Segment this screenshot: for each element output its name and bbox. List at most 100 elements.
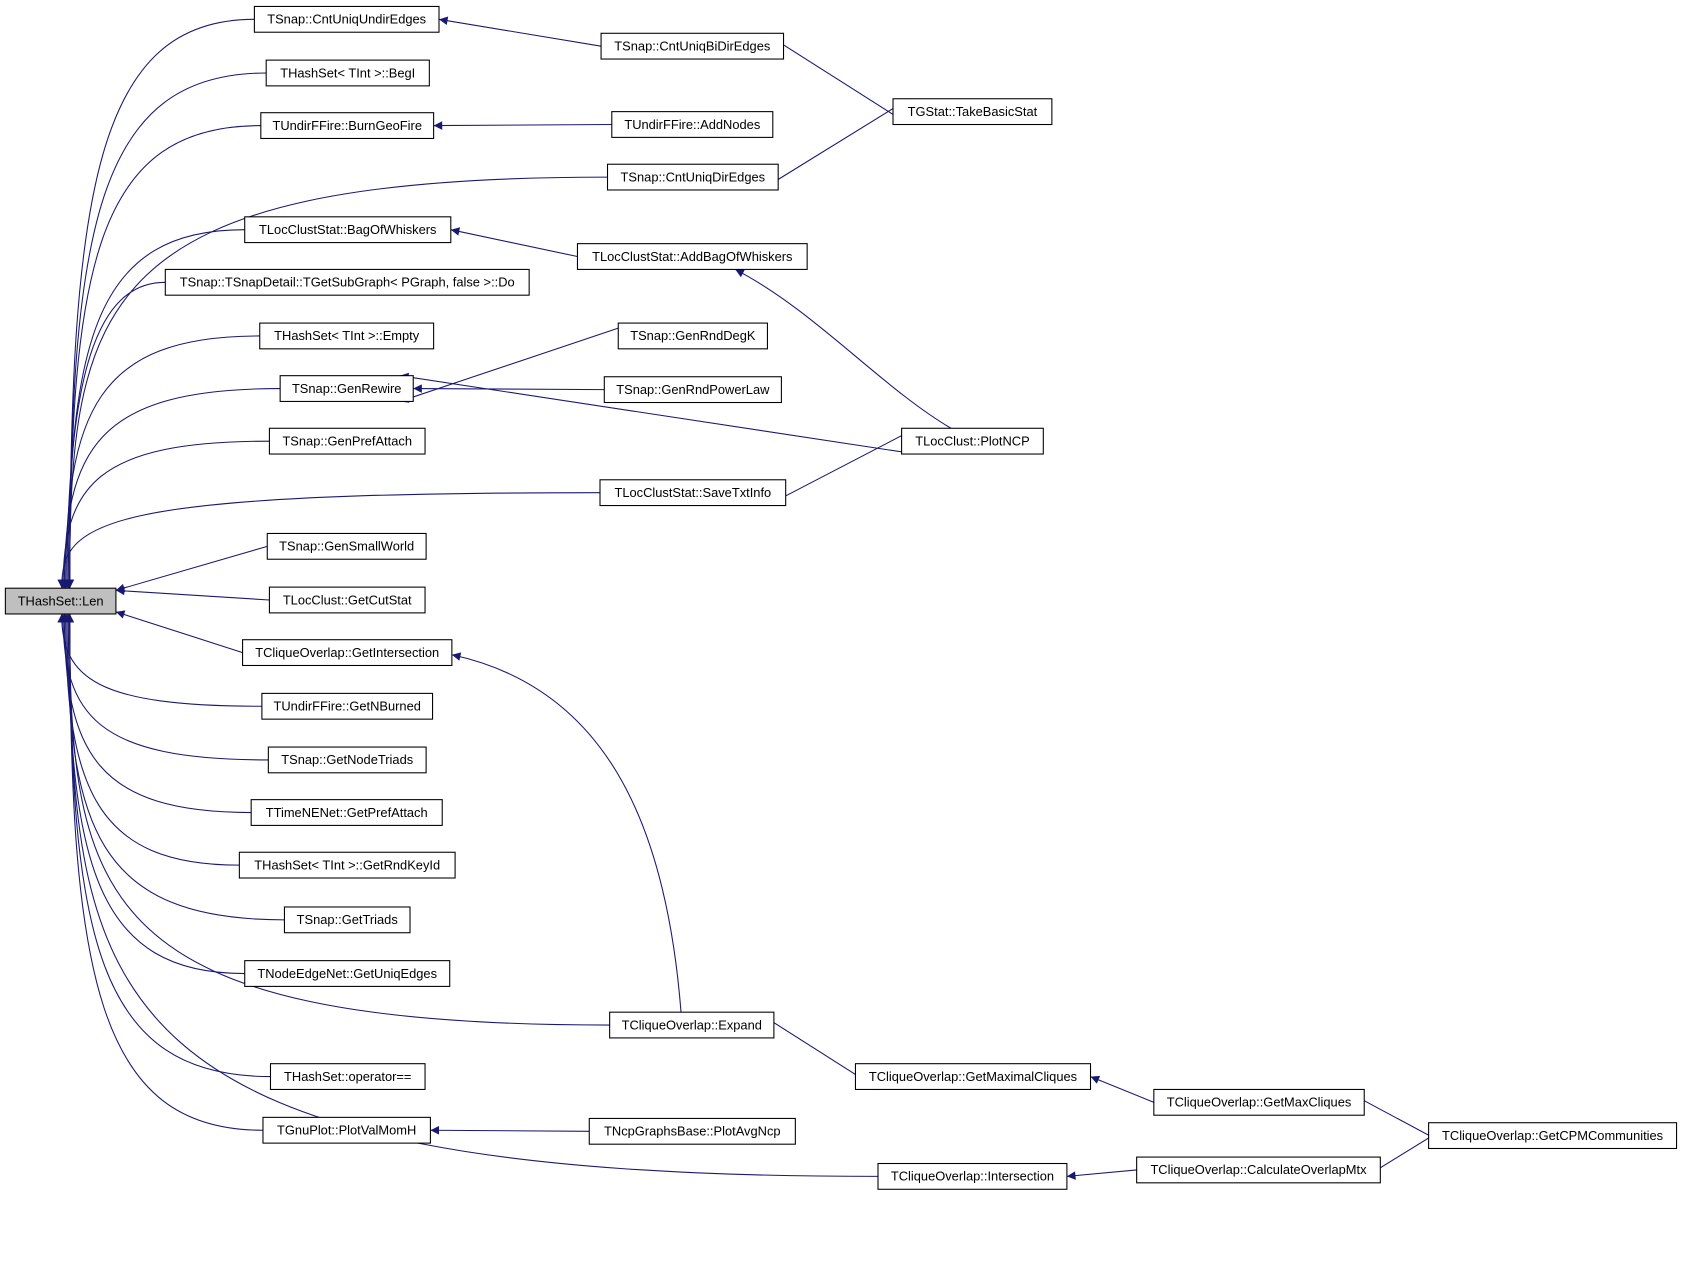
edge-cntUndir-to-len — [65, 18, 255, 589]
edge-expand-to-len — [65, 613, 610, 1026]
node-cntDir[interactable]: TSnap::CntUniqDirEdges — [606, 163, 779, 191]
edge-saveTxt-to-len — [57, 492, 600, 589]
edge-cntBi-to-cntUndir — [438, 16, 602, 47]
nodes: THashSet::Len TSnap::CntUniqUndirEdgesTHa… — [4, 5, 1678, 1190]
node-addBag[interactable]: TLocClustStat::AddBagOfWhiskers — [576, 243, 808, 270]
node-label: TCliqueOverlap::GetCPMCommunities — [1442, 1128, 1663, 1143]
node-maxCliq[interactable]: TCliqueOverlap::GetMaxCliques — [1153, 1088, 1365, 1116]
node-genRewire[interactable]: TSnap::GenRewire — [279, 375, 414, 402]
edge-cutStat-to-len — [115, 586, 270, 601]
node-len[interactable]: THashSet::Len — [4, 587, 117, 615]
edge-maxCliq-to-maximal — [1090, 1075, 1155, 1103]
node-label: TSnap::CntUniqDirEdges — [621, 169, 766, 184]
node-rndDegK[interactable]: TSnap::GenRndDegK — [617, 322, 768, 350]
edge-takeBasic-to-cntDir — [760, 98, 910, 191]
node-getInter[interactable]: TCliqueOverlap::GetIntersection — [242, 639, 453, 667]
node-label: TGnuPlot::PlotValMomH — [277, 1123, 416, 1138]
edge-inter-to-len — [65, 613, 878, 1177]
node-box — [892, 98, 1053, 126]
node-label: TUndirFFire::AddNodes — [624, 117, 760, 132]
edge-plotNcp-to-genRewire — [399, 372, 916, 455]
node-label: TCliqueOverlap::Intersection — [891, 1169, 1054, 1184]
node-label: TLocClustStat::AddBagOfWhiskers — [592, 249, 792, 264]
node-nodeTriads[interactable]: TSnap::GetNodeTriads — [267, 746, 427, 774]
node-box — [250, 799, 443, 826]
node-cntUndir[interactable]: TSnap::CntUniqUndirEdges — [253, 5, 440, 33]
node-label: THashSet::Len — [18, 593, 104, 608]
node-label: TLocClust::GetCutStat — [283, 592, 412, 607]
node-label: TSnap::GenRndPowerLaw — [616, 382, 770, 397]
node-label: TCliqueOverlap::GetMaximalCliques — [869, 1069, 1077, 1084]
node-cutStat[interactable]: TLocClust::GetCutStat — [268, 586, 426, 614]
node-tnePref[interactable]: TTimeNENet::GetPrefAttach — [250, 799, 443, 826]
node-rndKey[interactable]: THashSet< TInt >::GetRndKeyId — [238, 851, 456, 879]
node-box — [164, 268, 530, 296]
node-bagWh[interactable]: TLocClustStat::BagOfWhiskers — [244, 216, 452, 244]
node-nBurned[interactable]: TUndirFFire::GetNBurned — [261, 692, 434, 720]
edge-genPref-to-len — [58, 440, 270, 589]
edge-takeBasic-to-cntBi — [765, 32, 910, 125]
node-box — [603, 376, 782, 404]
node-box — [279, 375, 414, 402]
node-box — [283, 906, 411, 934]
node-box — [244, 960, 451, 987]
node-opEq[interactable]: THashSet::operator== — [269, 1063, 426, 1090]
node-overlapMtx[interactable]: TCliqueOverlap::CalculateOverlapMtx — [1136, 1156, 1381, 1184]
node-box — [267, 746, 427, 774]
node-plotNcp[interactable]: TLocClust::PlotNCP — [901, 427, 1044, 455]
node-triads[interactable]: TSnap::GetTriads — [283, 906, 411, 934]
node-box — [1153, 1088, 1365, 1116]
node-box — [253, 5, 440, 33]
node-cpm[interactable]: TCliqueOverlap::GetCPMCommunities — [1428, 1122, 1678, 1150]
edge-genRewire-to-len — [60, 388, 281, 589]
edge-genSmall-to-len — [115, 545, 268, 593]
node-box — [259, 322, 435, 350]
node-box — [266, 532, 427, 560]
node-box — [854, 1063, 1092, 1090]
node-box — [606, 163, 779, 191]
node-label: TTimeNENet::GetPrefAttach — [266, 805, 428, 820]
node-saveTxt[interactable]: TLocClustStat::SaveTxtInfo — [599, 479, 787, 507]
node-begI[interactable]: THashSet< TInt >::BegI — [265, 59, 430, 87]
node-box — [269, 1063, 426, 1090]
node-box — [268, 586, 426, 614]
node-label: TCliqueOverlap::Expand — [622, 1017, 762, 1032]
node-burnGeo[interactable]: TUndirFFire::BurnGeoFire — [260, 112, 435, 140]
node-box — [600, 32, 785, 60]
edge-subDo-to-len — [62, 281, 166, 589]
node-box — [261, 692, 434, 720]
edge-expand-to-getInter — [451, 652, 682, 1013]
node-inter[interactable]: TCliqueOverlap::Intersection — [877, 1162, 1068, 1190]
node-label: TSnap::GenSmallWorld — [279, 539, 414, 554]
node-label: TSnap::TSnapDetail::TGetSubGraph< PGraph… — [180, 275, 515, 290]
edge-avgNcp-to-valMom — [430, 1126, 590, 1135]
edge-triads-to-len — [62, 613, 285, 921]
node-takeBasic[interactable]: TGStat::TakeBasicStat — [892, 98, 1053, 126]
node-addNodes[interactable]: TUndirFFire::AddNodes — [611, 111, 774, 138]
node-subDo[interactable]: TSnap::TSnapDetail::TGetSubGraph< PGraph… — [164, 268, 530, 296]
edge-plotNcp-to-saveTxt — [766, 427, 917, 507]
node-genSmall[interactable]: TSnap::GenSmallWorld — [266, 532, 427, 560]
node-avgNcp[interactable]: TNcpGraphsBase::PlotAvgNcp — [588, 1117, 796, 1145]
node-label: THashSet< TInt >::BegI — [280, 65, 415, 80]
node-rndPow[interactable]: TSnap::GenRndPowerLaw — [603, 376, 782, 404]
node-label: TNcpGraphsBase::PlotAvgNcp — [604, 1124, 781, 1139]
node-box — [611, 111, 774, 138]
node-box — [268, 427, 426, 455]
node-label: TSnap::GenRndDegK — [630, 328, 756, 343]
node-empty[interactable]: THashSet< TInt >::Empty — [259, 322, 435, 350]
node-genPref[interactable]: TSnap::GenPrefAttach — [268, 427, 426, 455]
edge-tnePref-to-len — [60, 613, 252, 814]
node-expand[interactable]: TCliqueOverlap::Expand — [609, 1011, 775, 1039]
edge-empty-to-len — [61, 335, 260, 589]
node-valMom[interactable]: TGnuPlot::PlotValMomH — [262, 1116, 431, 1144]
node-maximal[interactable]: TCliqueOverlap::GetMaximalCliques — [854, 1063, 1092, 1090]
node-label: TSnap::CntUniqBiDirEdges — [614, 38, 770, 53]
node-box — [576, 243, 808, 270]
node-cntBi[interactable]: TSnap::CntUniqBiDirEdges — [600, 32, 785, 60]
node-label: THashSet::operator== — [284, 1069, 411, 1084]
edge-nBurned-to-len — [57, 613, 262, 707]
node-uniqEdges[interactable]: TNodeEdgeNet::GetUniqEdges — [244, 960, 451, 987]
node-label: TLocClust::PlotNCP — [915, 433, 1029, 448]
node-box — [242, 639, 453, 667]
